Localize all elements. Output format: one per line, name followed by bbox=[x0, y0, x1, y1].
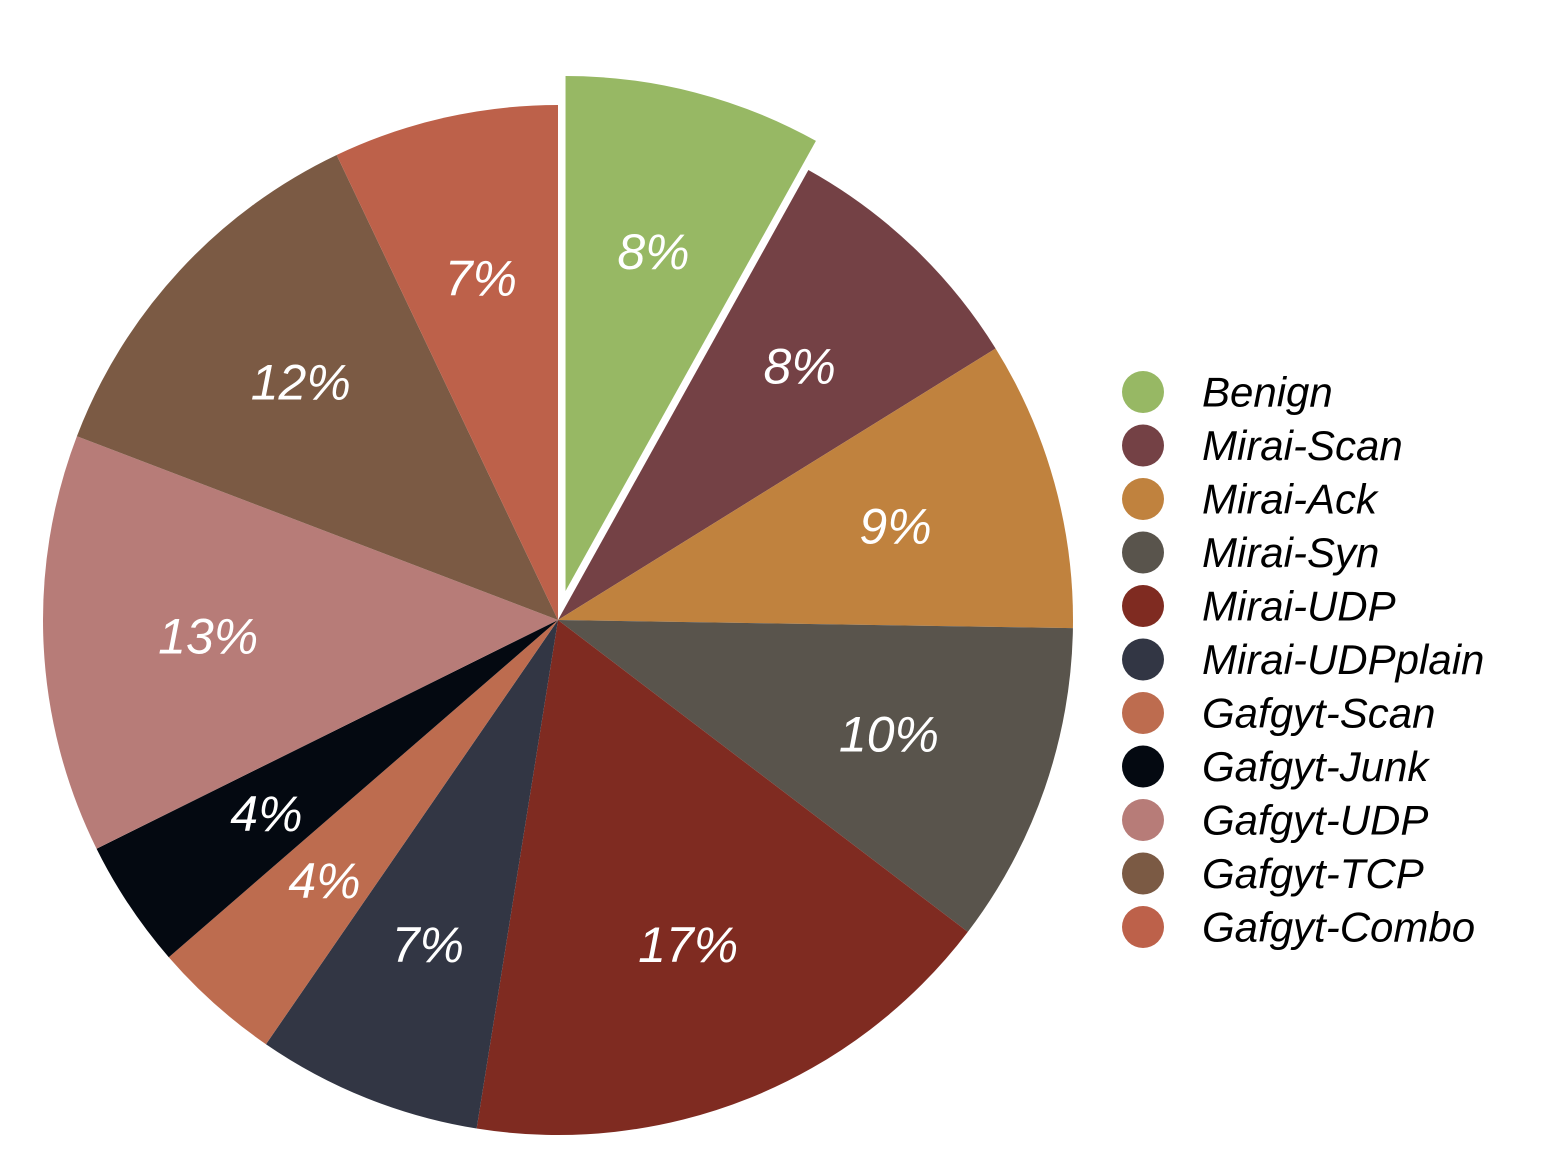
legend-swatch-mirai-syn bbox=[1122, 531, 1164, 574]
slice-label-gafgyt-combo: 7% bbox=[445, 250, 517, 306]
legend-item-mirai-ack: Mirai-Ack bbox=[1122, 476, 1379, 523]
legend-item-gafgyt-combo: Gafgyt-Combo bbox=[1122, 904, 1475, 951]
legend-label-gafgyt-junk: Gafgyt-Junk bbox=[1202, 743, 1430, 790]
legend-label-mirai-udpplain: Mirai-UDPplain bbox=[1202, 636, 1484, 683]
slice-label-mirai-scan: 8% bbox=[764, 339, 836, 395]
legend-label-mirai-syn: Mirai-Syn bbox=[1202, 529, 1379, 576]
legend-label-mirai-scan: Mirai-Scan bbox=[1202, 422, 1403, 469]
legend-item-gafgyt-scan: Gafgyt-Scan bbox=[1122, 690, 1435, 737]
slice-label-mirai-syn: 10% bbox=[839, 707, 939, 763]
legend-swatch-gafgyt-combo bbox=[1122, 906, 1164, 948]
pie-slice-labels: 8% 8% 9% 10% 17% 7% 4% 4% 13% 12% 7% bbox=[158, 224, 939, 973]
slice-gafgyt-tcp bbox=[76, 154, 558, 620]
slice-label-mirai-udp: 17% bbox=[638, 917, 738, 973]
legend-label-mirai-ack: Mirai-Ack bbox=[1202, 476, 1379, 523]
slice-mirai-udpplain bbox=[265, 620, 558, 1129]
slice-label-mirai-udpplain: 7% bbox=[392, 917, 464, 973]
slice-label-gafgyt-udp: 13% bbox=[158, 609, 258, 665]
legend-label-gafgyt-combo: Gafgyt-Combo bbox=[1202, 904, 1475, 951]
legend-item-gafgyt-junk: Gafgyt-Junk bbox=[1122, 743, 1430, 790]
legend: Benign Mirai-Scan Mirai-Ack Mirai-Syn Mirai-… bbox=[1122, 369, 1484, 951]
legend-label-benign: Benign bbox=[1202, 369, 1333, 416]
legend-label-gafgyt-tcp: Gafgyt-TCP bbox=[1202, 850, 1424, 897]
slice-mirai-ack bbox=[558, 348, 1073, 629]
legend-item-gafgyt-tcp: Gafgyt-TCP bbox=[1122, 850, 1424, 897]
slice-mirai-syn bbox=[558, 620, 1073, 932]
slice-gafgyt-junk bbox=[96, 620, 559, 958]
legend-swatch-mirai-ack bbox=[1122, 478, 1164, 520]
slice-benign bbox=[565, 75, 816, 591]
legend-label-mirai-udp: Mirai-UDP bbox=[1202, 583, 1396, 630]
slice-gafgyt-combo bbox=[336, 105, 558, 620]
slice-mirai-scan bbox=[558, 169, 996, 620]
legend-swatch-gafgyt-junk bbox=[1122, 745, 1164, 788]
legend-item-mirai-udpplain: Mirai-UDPplain bbox=[1122, 636, 1484, 683]
legend-swatch-mirai-udpplain bbox=[1122, 638, 1164, 681]
legend-label-gafgyt-udp: Gafgyt-UDP bbox=[1202, 797, 1428, 844]
pie-slices bbox=[42, 75, 1073, 1135]
legend-item-benign: Benign bbox=[1122, 369, 1333, 416]
slice-label-gafgyt-tcp: 12% bbox=[251, 354, 351, 410]
slice-label-benign: 8% bbox=[617, 224, 689, 280]
legend-swatch-benign bbox=[1122, 371, 1164, 413]
legend-swatch-mirai-scan bbox=[1122, 424, 1164, 467]
legend-item-mirai-scan: Mirai-Scan bbox=[1122, 422, 1403, 469]
slice-gafgyt-udp bbox=[42, 436, 558, 849]
slice-mirai-udp bbox=[476, 620, 968, 1135]
legend-swatch-gafgyt-tcp bbox=[1122, 852, 1164, 895]
slice-label-gafgyt-junk: 4% bbox=[230, 786, 302, 842]
slice-gafgyt-scan bbox=[168, 620, 558, 1045]
legend-label-gafgyt-scan: Gafgyt-Scan bbox=[1202, 690, 1435, 737]
legend-item-gafgyt-udp: Gafgyt-UDP bbox=[1122, 797, 1428, 844]
legend-item-mirai-syn: Mirai-Syn bbox=[1122, 529, 1379, 576]
slice-label-gafgyt-scan: 4% bbox=[288, 853, 360, 909]
slice-label-mirai-ack: 9% bbox=[859, 499, 931, 555]
legend-swatch-mirai-udp bbox=[1122, 585, 1164, 627]
legend-swatch-gafgyt-udp bbox=[1122, 799, 1164, 841]
legend-item-mirai-udp: Mirai-UDP bbox=[1122, 583, 1396, 630]
legend-swatch-gafgyt-scan bbox=[1122, 692, 1164, 734]
